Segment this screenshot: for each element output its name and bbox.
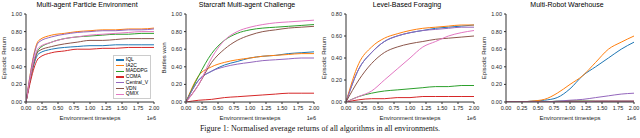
svg-text:0.80: 0.80 — [491, 29, 502, 35]
svg-text:2.00: 2.00 — [629, 105, 632, 111]
svg-text:1.00: 1.00 — [85, 105, 96, 111]
svg-text:1.00: 1.00 — [11, 11, 22, 17]
html-text:QMIX: QMIX — [125, 90, 139, 97]
svg-text:1.00: 1.00 — [565, 105, 576, 111]
html-text:1e6: 1e6 — [626, 115, 636, 121]
html-text:Starcraft Multi-agent Challeng: Starcraft Multi-agent Challenge — [198, 1, 296, 8]
svg-text:0.00: 0.00 — [181, 105, 192, 111]
svg-text:Environment timesteps: Environment timesteps — [219, 115, 280, 121]
svg-text:Battles won: Battles won — [161, 42, 167, 73]
svg-text:0.00: 0.00 — [341, 105, 352, 111]
svg-text:0.40: 0.40 — [491, 64, 502, 70]
svg-text:0.40: 0.40 — [331, 55, 342, 61]
svg-text:1.50: 1.50 — [437, 105, 448, 111]
svg-text:1.50: 1.50 — [277, 105, 288, 111]
svg-text:1.25: 1.25 — [421, 105, 432, 111]
svg-text:0.75: 0.75 — [69, 105, 80, 111]
svg-text:0.00: 0.00 — [171, 99, 182, 105]
svg-text:1.75: 1.75 — [453, 105, 464, 111]
svg-text:0.60: 0.60 — [491, 46, 502, 52]
html-text:1e6: 1e6 — [306, 115, 316, 121]
svg-text:1.50: 1.50 — [117, 105, 128, 111]
svg-text:0.50: 0.50 — [53, 105, 64, 111]
svg-text:0.20: 0.20 — [11, 81, 22, 87]
svg-text:0.40: 0.40 — [11, 64, 22, 70]
svg-text:0.00: 0.00 — [11, 99, 22, 105]
svg-text:0.00: 0.00 — [501, 105, 512, 111]
svg-text:1.75: 1.75 — [133, 105, 144, 111]
html-text:Multi-Robot Warehouse: Multi-Robot Warehouse — [530, 1, 604, 8]
svg-text:1.25: 1.25 — [261, 105, 272, 111]
svg-text:0.25: 0.25 — [37, 105, 48, 111]
html-text:1e6: 1e6 — [146, 115, 156, 121]
svg-text:0.20: 0.20 — [171, 81, 182, 87]
svg-text:0.80: 0.80 — [11, 29, 22, 35]
svg-text:Episodic Return: Episodic Return — [481, 37, 487, 79]
html-text:Central_V: Central_V — [125, 78, 148, 85]
svg-text:0.50: 0.50 — [533, 105, 544, 111]
svg-text:0.00: 0.00 — [21, 105, 32, 111]
svg-text:2.00: 2.00 — [469, 105, 480, 111]
svg-text:1.25: 1.25 — [581, 105, 592, 111]
svg-text:Environment timesteps: Environment timesteps — [539, 115, 600, 121]
html-text:COMA: COMA — [125, 73, 141, 80]
svg-text:2.00: 2.00 — [309, 105, 320, 111]
svg-text:0.60: 0.60 — [331, 33, 342, 39]
svg-text:0.80: 0.80 — [171, 29, 182, 35]
html-text:Figure 1: Normalised average r: Figure 1: Normalised average returns of … — [199, 124, 441, 133]
svg-text:0.75: 0.75 — [549, 105, 560, 111]
html-text:1e6: 1e6 — [466, 115, 476, 121]
svg-text:1.75: 1.75 — [613, 105, 624, 111]
svg-text:0.60: 0.60 — [171, 46, 182, 52]
svg-text:0.75: 0.75 — [389, 105, 400, 111]
html-text:Level-Based Foraging: Level-Based Foraging — [372, 1, 442, 8]
html-text:IQL: IQL — [125, 56, 134, 63]
svg-text:0.20: 0.20 — [331, 77, 342, 83]
svg-text:Episodic Return: Episodic Return — [321, 37, 327, 79]
html-text:Multi-agent Particle Environme: Multi-agent Particle Environment — [36, 1, 138, 8]
svg-text:1.00: 1.00 — [405, 105, 416, 111]
html-text:VDN: VDN — [125, 84, 137, 91]
svg-text:1.00: 1.00 — [245, 105, 256, 111]
svg-text:2.00: 2.00 — [149, 105, 160, 111]
svg-text:0.20: 0.20 — [491, 81, 502, 87]
svg-text:0.25: 0.25 — [197, 105, 208, 111]
svg-text:0.50: 0.50 — [373, 105, 384, 111]
svg-text:0.50: 0.50 — [213, 105, 224, 111]
svg-text:0.25: 0.25 — [517, 105, 528, 111]
svg-text:0.75: 0.75 — [229, 105, 240, 111]
svg-text:1.00: 1.00 — [491, 11, 502, 17]
svg-text:Environment timesteps: Environment timesteps — [59, 115, 120, 121]
svg-text:0.60: 0.60 — [11, 46, 22, 52]
svg-text:0.00: 0.00 — [331, 99, 342, 105]
svg-text:0.40: 0.40 — [171, 64, 182, 70]
svg-text:1.00: 1.00 — [171, 11, 182, 17]
svg-text:0.25: 0.25 — [357, 105, 368, 111]
svg-text:1.25: 1.25 — [101, 105, 112, 111]
svg-text:1.50: 1.50 — [597, 105, 608, 111]
svg-text:0.80: 0.80 — [331, 11, 342, 17]
svg-text:0.00: 0.00 — [491, 99, 502, 105]
svg-text:Environment timesteps: Environment timesteps — [379, 115, 440, 121]
html-text:MADDPG: MADDPG — [125, 67, 148, 74]
svg-text:1.75: 1.75 — [293, 105, 304, 111]
html-text:IA2C: IA2C — [125, 61, 137, 68]
